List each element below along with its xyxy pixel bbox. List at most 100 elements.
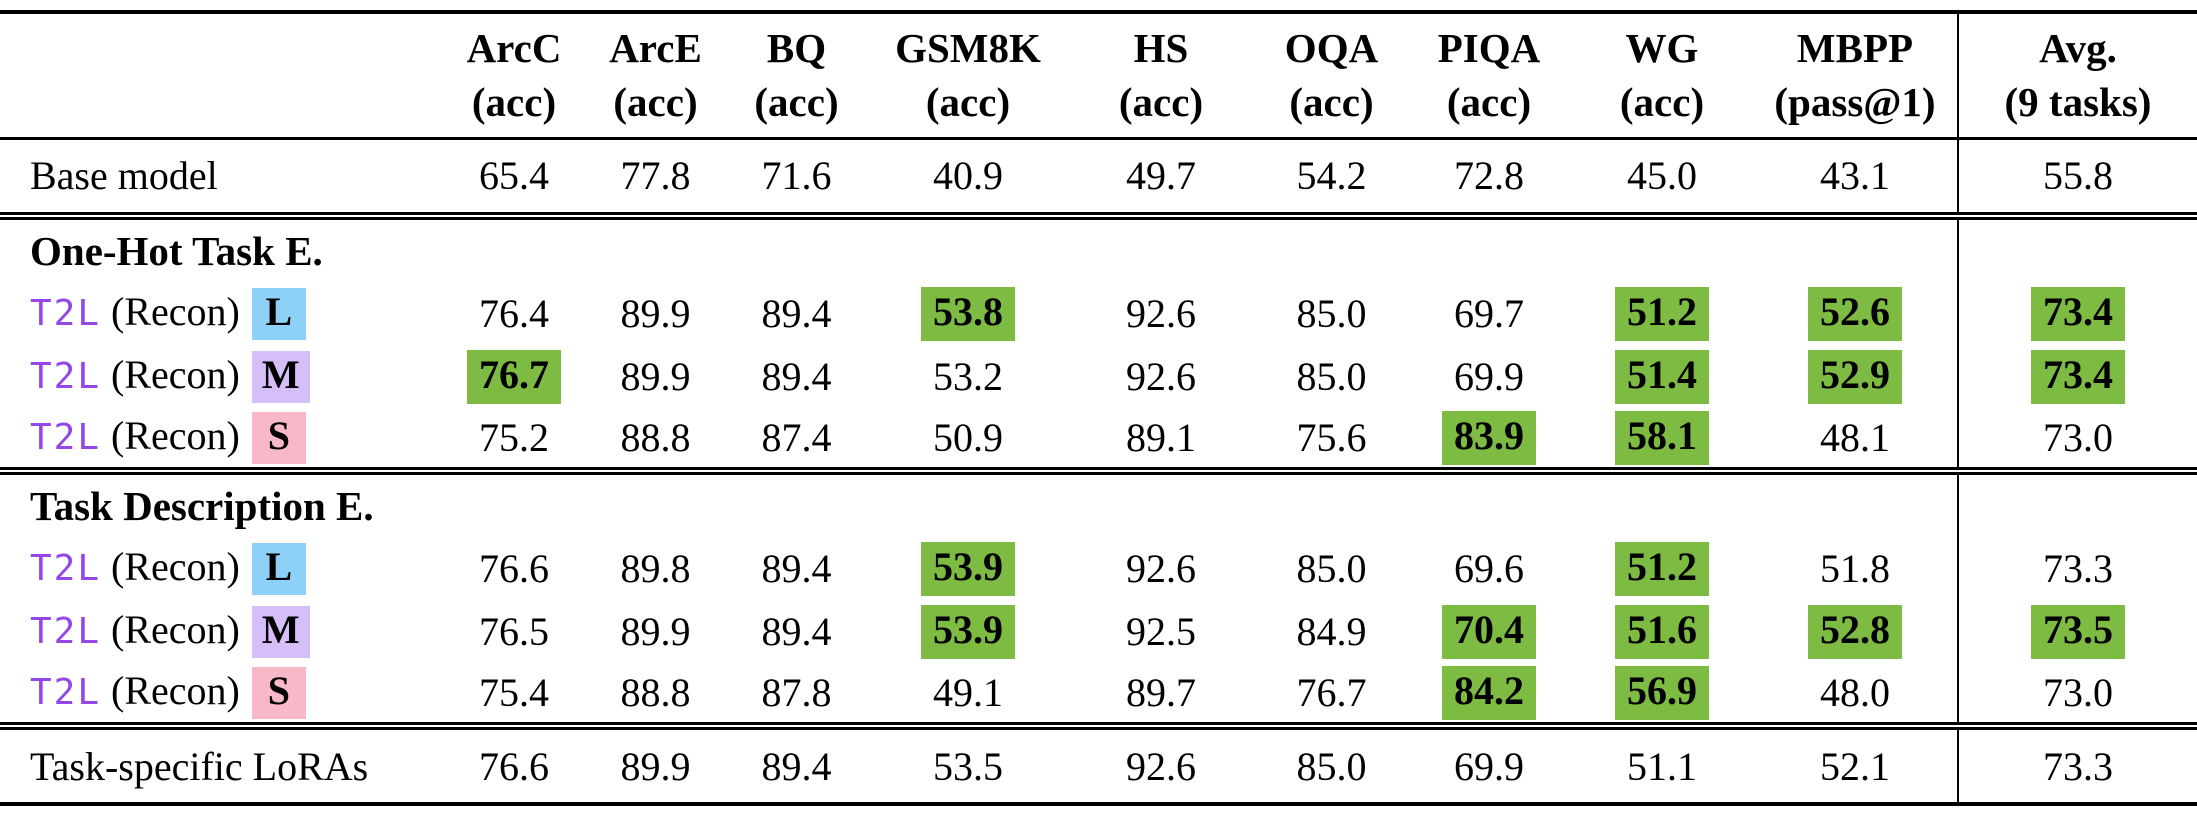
cell-oqa: 85.0 bbox=[1256, 726, 1407, 804]
cell-wg: 51.2 bbox=[1571, 282, 1753, 345]
score: 89.9 bbox=[620, 354, 691, 399]
score: 54.2 bbox=[1296, 153, 1367, 199]
score: 45.0 bbox=[1627, 153, 1697, 199]
cell-bq: 87.4 bbox=[723, 408, 870, 471]
cell-mbpp: 52.6 bbox=[1753, 282, 1958, 345]
table-header: ArcC (acc) ArcE (acc) BQ (acc) GSM8K (acc) HS (ac… bbox=[0, 12, 2197, 138]
score: 72.8 bbox=[1454, 153, 1524, 199]
score: 89.4 bbox=[761, 546, 832, 591]
cell-mbpp bbox=[1753, 216, 1958, 282]
t2l-variant-label: (Recon) bbox=[101, 412, 240, 458]
score: 92.5 bbox=[1126, 609, 1196, 654]
score: 89.9 bbox=[620, 743, 691, 789]
highlighted-score: 51.6 bbox=[1615, 604, 1709, 659]
cell-hs: 89.1 bbox=[1066, 408, 1256, 471]
cell-hs: 89.7 bbox=[1066, 663, 1256, 726]
cell-piqa bbox=[1407, 216, 1571, 282]
cell-wg: 51.6 bbox=[1571, 600, 1753, 663]
cell-wg: 51.1 bbox=[1571, 726, 1753, 804]
t2l-method-label: T2L bbox=[30, 547, 102, 589]
score: 48.0 bbox=[1820, 670, 1890, 715]
cell-bq: 87.8 bbox=[723, 663, 870, 726]
score: 75.6 bbox=[1296, 415, 1367, 460]
cell-arcc: 76.4 bbox=[440, 282, 588, 345]
cell-piqa: 69.6 bbox=[1407, 537, 1571, 600]
highlighted-score: 73.4 bbox=[2031, 349, 2125, 404]
cell-wg bbox=[1571, 471, 1753, 537]
score: 84.9 bbox=[1296, 609, 1367, 654]
t2l-method-label: T2L bbox=[30, 355, 102, 397]
cell-hs: 92.5 bbox=[1066, 600, 1256, 663]
score: 89.4 bbox=[761, 609, 832, 654]
cell-arce: 89.9 bbox=[588, 726, 723, 804]
cell-gsm8k bbox=[870, 216, 1066, 282]
table-row: T2L (Recon) L 76.4 89.9 89.4 53.8 92.6 85.0 69.7… bbox=[0, 282, 2197, 345]
cell-gsm8k: 53.2 bbox=[870, 345, 1066, 408]
score: 73.0 bbox=[2043, 415, 2113, 460]
column-name: ArcE bbox=[609, 25, 702, 72]
cell-arce: 89.9 bbox=[588, 282, 723, 345]
cell-arce bbox=[588, 471, 723, 537]
cell-avg: 73.5 bbox=[1957, 600, 2197, 663]
cell-arcc: 75.2 bbox=[440, 408, 588, 471]
cell-wg: 51.2 bbox=[1571, 537, 1753, 600]
column-name: ArcC bbox=[466, 25, 562, 72]
cell-bq: 89.4 bbox=[723, 345, 870, 408]
cell-arcc: 76.6 bbox=[440, 726, 588, 804]
cell-hs: 92.6 bbox=[1066, 345, 1256, 408]
score: 40.9 bbox=[933, 153, 1003, 199]
cell-piqa: 70.4 bbox=[1407, 600, 1571, 663]
score: 89.4 bbox=[761, 743, 832, 789]
cell-oqa: 84.9 bbox=[1256, 600, 1407, 663]
column-header-arcc: ArcC (acc) bbox=[440, 12, 588, 138]
score: 76.7 bbox=[1296, 670, 1367, 715]
table-row: Task Description E. bbox=[0, 471, 2197, 537]
column-metric: (acc) bbox=[1619, 79, 1705, 126]
score: 88.8 bbox=[620, 415, 691, 460]
column-header-gsm8k: GSM8K (acc) bbox=[870, 12, 1066, 138]
model-name-label: Task-specific LoRAs bbox=[30, 743, 369, 789]
cell-arcc bbox=[440, 471, 588, 537]
cell-oqa bbox=[1256, 216, 1407, 282]
column-metric: (acc) bbox=[1118, 79, 1204, 126]
highlighted-score: 70.4 bbox=[1442, 604, 1536, 659]
cell-gsm8k: 53.9 bbox=[870, 600, 1066, 663]
column-header-hs: HS (acc) bbox=[1066, 12, 1256, 138]
results-table: ArcC (acc) ArcE (acc) BQ (acc) GSM8K (acc) HS (ac… bbox=[0, 10, 2197, 806]
cell-bq: 89.4 bbox=[723, 282, 870, 345]
highlighted-score: 53.9 bbox=[921, 604, 1015, 659]
column-name: MBPP bbox=[1796, 25, 1914, 72]
row-label-cell: Task-specific LoRAs bbox=[0, 726, 440, 804]
cell-mbpp: 51.8 bbox=[1753, 537, 1958, 600]
row-label-cell: T2L (Recon) L bbox=[0, 282, 440, 345]
cell-mbpp: 52.8 bbox=[1753, 600, 1958, 663]
cell-mbpp: 52.1 bbox=[1753, 726, 1958, 804]
cell-arcc bbox=[440, 216, 588, 282]
score: 92.6 bbox=[1126, 546, 1196, 591]
cell-avg: 73.0 bbox=[1957, 663, 2197, 726]
column-name: BQ bbox=[766, 25, 827, 72]
size-badge-M: M bbox=[251, 350, 310, 403]
cell-oqa bbox=[1256, 471, 1407, 537]
cell-wg: 51.4 bbox=[1571, 345, 1753, 408]
cell-gsm8k: 53.5 bbox=[870, 726, 1066, 804]
cell-bq bbox=[723, 216, 870, 282]
score: 85.0 bbox=[1296, 354, 1367, 399]
score: 69.9 bbox=[1454, 354, 1524, 399]
column-metric: (acc) bbox=[925, 79, 1011, 126]
t2l-variant-label: (Recon) bbox=[101, 351, 240, 397]
score: 55.8 bbox=[2043, 153, 2113, 199]
score: 51.1 bbox=[1627, 743, 1697, 789]
score: 89.9 bbox=[620, 609, 691, 654]
column-metric: (acc) bbox=[1446, 79, 1532, 126]
cell-avg: 73.0 bbox=[1957, 408, 2197, 471]
cell-wg bbox=[1571, 216, 1753, 282]
cell-hs: 49.7 bbox=[1066, 138, 1256, 216]
cell-mbpp: 48.0 bbox=[1753, 663, 1958, 726]
score: 75.4 bbox=[479, 670, 549, 715]
column-metric: (pass@1) bbox=[1774, 79, 1936, 126]
cell-hs bbox=[1066, 471, 1256, 537]
table-row: T2L (Recon) L 76.6 89.8 89.4 53.9 92.6 85.0 69.6… bbox=[0, 537, 2197, 600]
score: 76.4 bbox=[479, 291, 549, 336]
highlighted-score: 52.8 bbox=[1808, 604, 1902, 659]
